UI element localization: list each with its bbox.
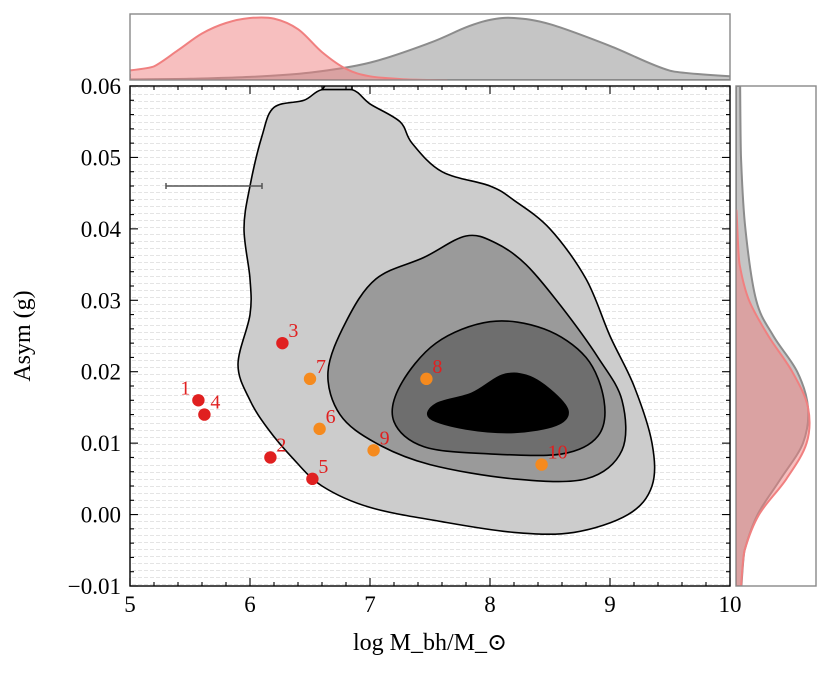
main-plot-frame: [129, 85, 731, 587]
right-marginal-distributions: [736, 86, 811, 586]
contour-core: [427, 372, 569, 434]
point-label-9: 9: [380, 427, 390, 449]
point-label-1: 1: [180, 377, 190, 399]
point-label-6: 6: [326, 406, 336, 428]
right-marginal-frame: [735, 85, 817, 587]
point-2: [264, 451, 277, 464]
top-marginal-frame: [129, 13, 731, 81]
point-5: [306, 472, 319, 486]
top-marginal-red: [130, 16, 449, 80]
x-tick-label-8: 8: [484, 592, 496, 617]
point-1: [192, 394, 205, 407]
point-8: [420, 372, 433, 386]
y-tick-label-4: 0.03: [81, 288, 121, 313]
point-7: [303, 372, 317, 386]
x-tick-label-9: 9: [604, 592, 616, 617]
point-label-7: 7: [316, 356, 326, 378]
right-marginal-red: [736, 209, 811, 586]
x-tick-label-5: 5: [124, 592, 136, 617]
y-tick-label-7: 0.06: [81, 74, 121, 99]
error-bar: [165, 183, 263, 189]
point-label-2: 2: [276, 434, 286, 456]
x-axis-label: log M_bh/M_⊙: [353, 630, 507, 656]
y-tick-label-0: −0.01: [68, 574, 121, 599]
x-tick-label-7: 7: [364, 592, 376, 617]
highlighted-points: 1 2 3 4 5 6 7 8 9 10: [180, 320, 568, 486]
top-marginal-distributions: [130, 16, 730, 80]
point-label-4: 4: [210, 392, 220, 414]
point-6: [313, 422, 326, 436]
point-label-8: 8: [432, 356, 442, 378]
point-label-3: 3: [288, 320, 298, 342]
density-contours: [237, 86, 656, 535]
point-9: [367, 444, 380, 457]
y-tick-label-5: 0.04: [81, 217, 122, 242]
point-label-5: 5: [318, 456, 328, 478]
y-tick-label-3: 0.02: [81, 360, 121, 385]
point-4: [198, 408, 211, 421]
contour-outer-tail: [320, 86, 353, 91]
y-axis-label: Asym (g): [10, 290, 36, 381]
x-tick-label-6: 6: [244, 592, 256, 617]
point-10: [535, 458, 548, 471]
point-label-10: 10: [548, 442, 568, 464]
point-3: [276, 336, 289, 350]
y-tick-label-1: 0.00: [81, 503, 121, 528]
y-tick-label-6: 0.05: [81, 145, 121, 170]
x-tick-label-10: 10: [719, 592, 742, 617]
y-tick-label-2: 0.01: [81, 431, 121, 456]
tick-labels: 5 6 7 8 9 10 −0.01 0.00 0.01 0.02 0.03 0.04 0.05 0.06: [68, 74, 742, 617]
